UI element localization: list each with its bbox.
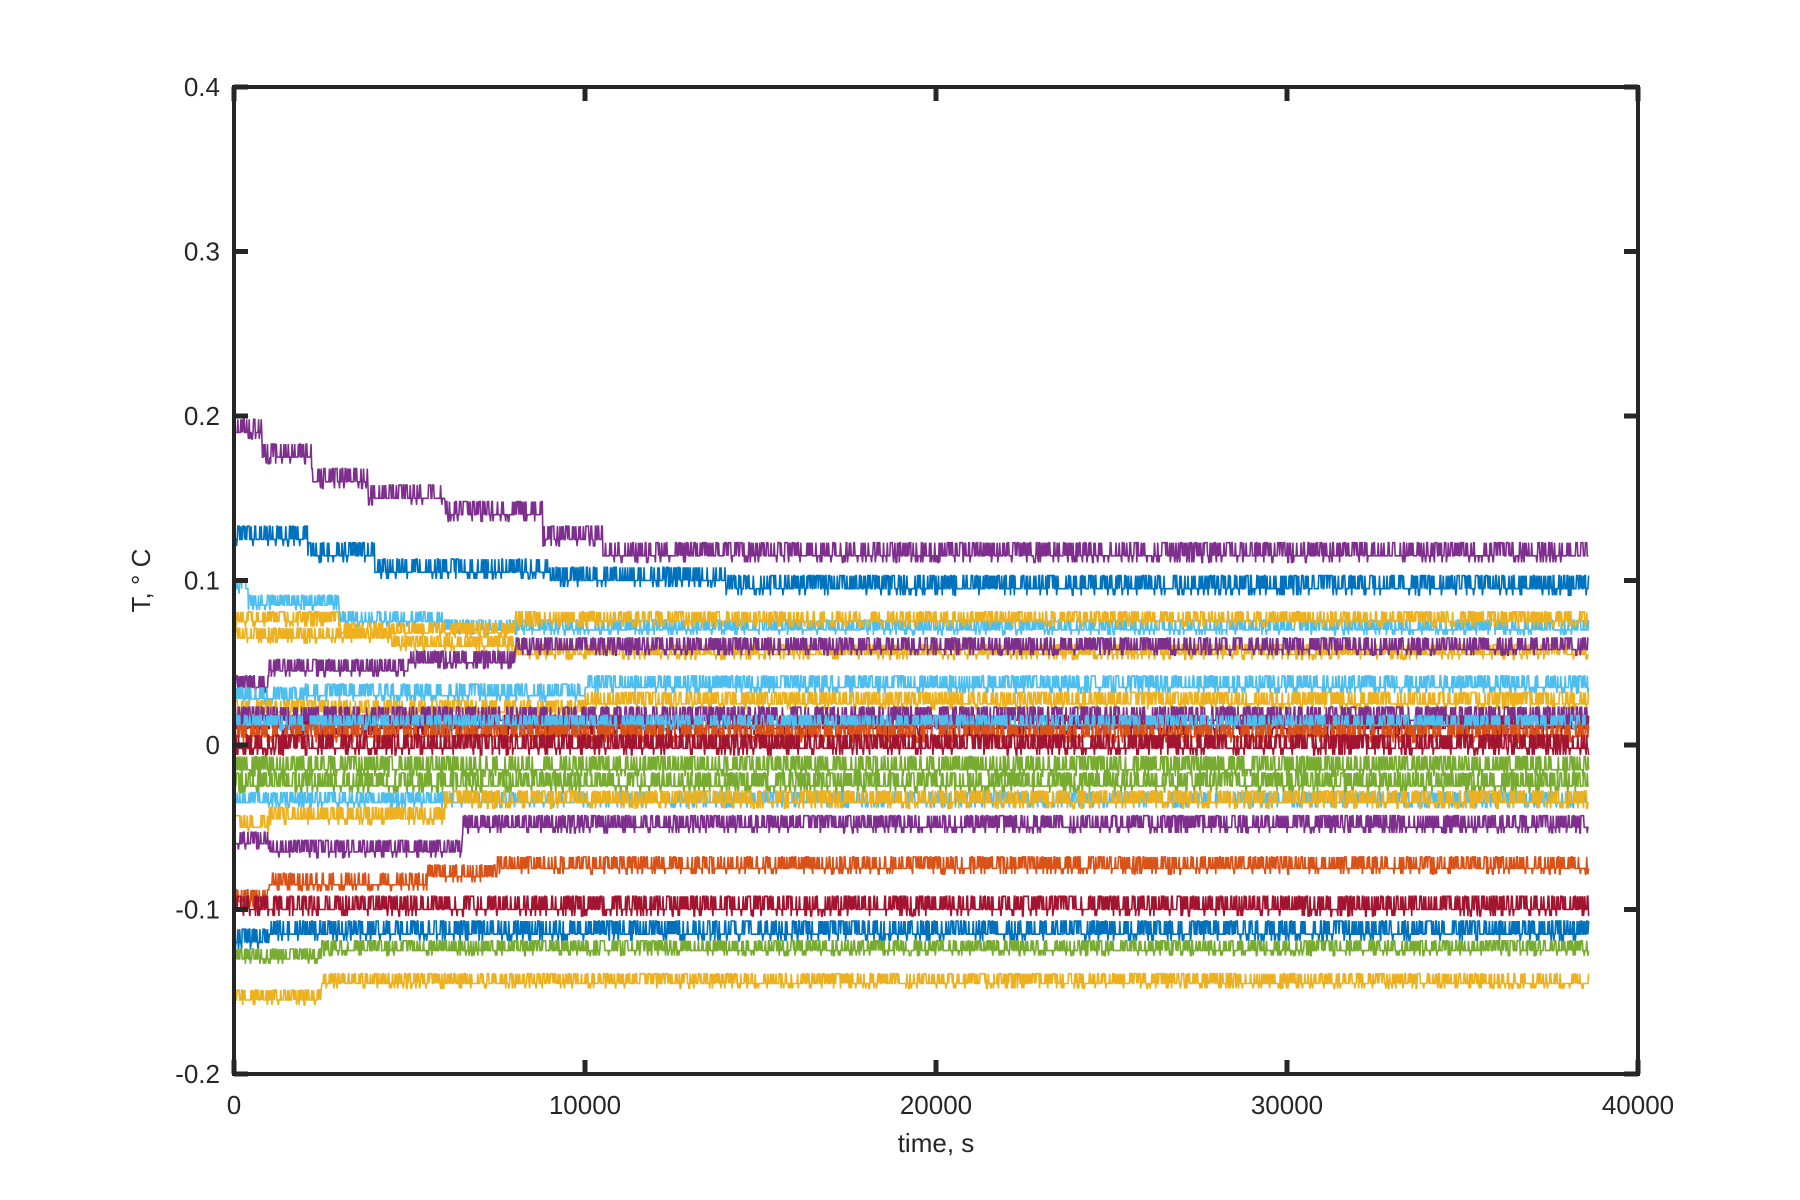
data-series-line bbox=[234, 610, 1589, 639]
y-tick-label: 0.3 bbox=[184, 237, 220, 267]
data-series-line bbox=[233, 920, 1590, 950]
x-tick-label: 0 bbox=[227, 1090, 241, 1120]
data-series-line bbox=[234, 772, 1589, 794]
tick-labels: 0 10000 20000 30000 40000 -0.2 -0.1 0 0.1 0.2 0.3 0… bbox=[175, 72, 1674, 1120]
axes-frame bbox=[232, 85, 1640, 1076]
data-series-line bbox=[234, 734, 1590, 756]
data-series-line bbox=[233, 790, 1589, 834]
data-series-line bbox=[233, 706, 1590, 728]
data-series-line bbox=[233, 418, 1589, 564]
data-series-line bbox=[233, 972, 1590, 1006]
data-series-line bbox=[233, 637, 1589, 694]
y-tick-label: 0.4 bbox=[184, 72, 220, 102]
data-series-line bbox=[233, 525, 1590, 597]
data-series-line bbox=[233, 675, 1590, 705]
data-series-line bbox=[233, 814, 1589, 859]
x-tick-label: 30000 bbox=[1251, 1090, 1323, 1120]
y-tick-label: 0.2 bbox=[184, 401, 220, 431]
y-axis-label: T, ° C bbox=[126, 549, 156, 613]
data-series-line bbox=[234, 856, 1590, 908]
plot-lines bbox=[233, 418, 1590, 1006]
y-tick-label: 0 bbox=[206, 730, 220, 760]
x-axis-label: time, s bbox=[898, 1128, 975, 1158]
data-series-line bbox=[233, 939, 1590, 964]
data-series-line bbox=[233, 578, 1590, 636]
data-series-line bbox=[233, 895, 1590, 917]
x-tick-label: 40000 bbox=[1602, 1090, 1674, 1120]
y-tick-label: -0.2 bbox=[175, 1059, 220, 1089]
y-tick-label: -0.1 bbox=[175, 895, 220, 925]
x-tick-label: 10000 bbox=[549, 1090, 621, 1120]
x-tick-label: 20000 bbox=[900, 1090, 972, 1120]
y-tick-label: 0.1 bbox=[184, 566, 220, 596]
